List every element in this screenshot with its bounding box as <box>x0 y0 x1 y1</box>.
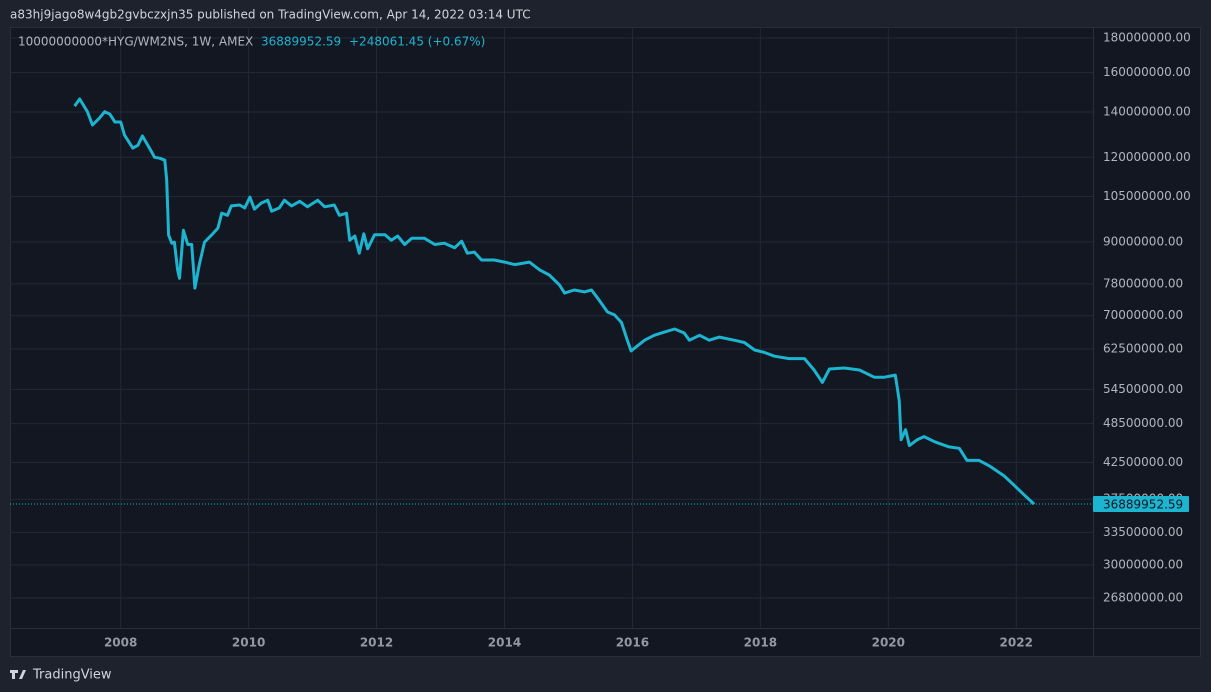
x-tick-label: 2008 <box>104 636 137 650</box>
last-price-label: 36889952.59 <box>1103 498 1183 512</box>
x-tick-label: 2012 <box>360 636 393 650</box>
y-tick-label: 70000000.00 <box>1103 308 1183 322</box>
y-tick-label: 54500000.00 <box>1103 382 1183 396</box>
y-tick-label: 42500000.00 <box>1103 455 1183 469</box>
legend-symbol: 10000000000*HYG/WM2NS, 1W, AMEX <box>18 35 253 49</box>
tradingview-logo: TradingView <box>10 668 112 683</box>
y-tick-label: 26800000.00 <box>1103 590 1183 604</box>
x-tick-label: 2016 <box>616 636 649 650</box>
price-line <box>73 97 1036 506</box>
chart-pane <box>10 27 1201 657</box>
y-tick-label: 90000000.00 <box>1103 234 1183 248</box>
y-tick-label: 140000000.00 <box>1103 104 1191 118</box>
x-tick-label: 2022 <box>1000 636 1033 650</box>
y-tick-label: 78000000.00 <box>1103 276 1183 290</box>
x-tick-label: 2018 <box>744 636 777 650</box>
y-tick-label: 62500000.00 <box>1103 342 1183 356</box>
legend-last: 36889952.59 <box>261 35 341 49</box>
publish-header: a83hj9jago8w4gb2gvbczxjn35 published on … <box>10 8 531 22</box>
axes: 2008 2010 2012 2014 2016 2018 2020 2022 26800000… <box>104 31 1191 650</box>
plot <box>10 97 1093 506</box>
x-tick-label: 2014 <box>488 636 521 650</box>
y-tick-label: 48500000.00 <box>1103 416 1183 430</box>
last-price-tag <box>1093 496 1189 513</box>
y-tick-label: 30000000.00 <box>1103 557 1183 571</box>
y-tick-label: 105000000.00 <box>1103 189 1191 203</box>
y-tick-label: 180000000.00 <box>1103 31 1191 45</box>
footer-brand: TradingView <box>32 668 112 683</box>
y-tick-label: 120000000.00 <box>1103 150 1191 164</box>
x-tick-label: 2010 <box>232 636 265 650</box>
y-tick-label: 160000000.00 <box>1103 65 1191 79</box>
x-tick-label: 2020 <box>872 636 905 650</box>
logo-icon <box>10 670 26 679</box>
y-tick-label: 33500000.00 <box>1103 525 1183 539</box>
legend-change: +248061.45 (+0.67%) <box>349 35 485 49</box>
